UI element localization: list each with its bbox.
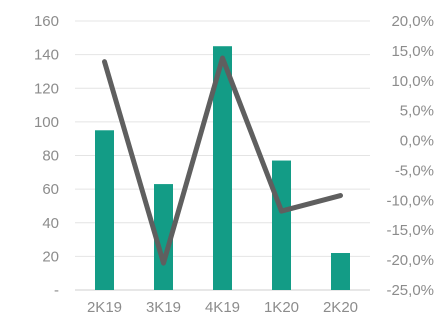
right-tick-label: 10,0% bbox=[391, 73, 434, 90]
right-tick-label: 5,0% bbox=[400, 103, 434, 120]
left-tick-label: 40 bbox=[42, 215, 59, 232]
left-tick-label: 160 bbox=[34, 13, 59, 30]
right-tick-label: -10,0% bbox=[386, 192, 434, 209]
left-tick-label: 80 bbox=[42, 148, 59, 165]
right-tick-label: -15,0% bbox=[386, 222, 434, 239]
x-tick-label: 4K19 bbox=[205, 299, 240, 316]
left-tick-label: - bbox=[54, 282, 59, 299]
left-tick-label: 140 bbox=[34, 47, 59, 64]
right-tick-label: 20,0% bbox=[391, 13, 434, 30]
right-tick-label: 0,0% bbox=[400, 133, 434, 150]
right-axis-ticks: -25,0% -20,0% -15,0% -10,0% -5,0% 0,0% 5,0% 10,… bbox=[386, 13, 434, 299]
bar-2k19 bbox=[95, 130, 114, 290]
x-tick-label: 2K20 bbox=[323, 299, 358, 316]
x-tick-label: 2K19 bbox=[87, 299, 122, 316]
x-tick-label: 1K20 bbox=[264, 299, 299, 316]
left-tick-label: 120 bbox=[34, 80, 59, 97]
left-tick-label: 100 bbox=[34, 114, 59, 131]
x-axis-ticks: 2K19 3K19 4K19 1K20 2K20 bbox=[87, 299, 358, 316]
right-tick-label: -25,0% bbox=[386, 282, 434, 299]
bar-1k20 bbox=[272, 161, 291, 290]
right-tick-label: -5,0% bbox=[395, 162, 434, 179]
x-tick-label: 3K19 bbox=[146, 299, 181, 316]
left-axis-ticks: - 20 40 60 80 100 120 140 160 bbox=[34, 13, 59, 299]
left-tick-label: 60 bbox=[42, 181, 59, 198]
right-tick-label: -20,0% bbox=[386, 252, 434, 269]
bar-2k20 bbox=[331, 253, 350, 290]
left-tick-label: 20 bbox=[42, 248, 59, 265]
right-tick-label: 15,0% bbox=[391, 43, 434, 60]
